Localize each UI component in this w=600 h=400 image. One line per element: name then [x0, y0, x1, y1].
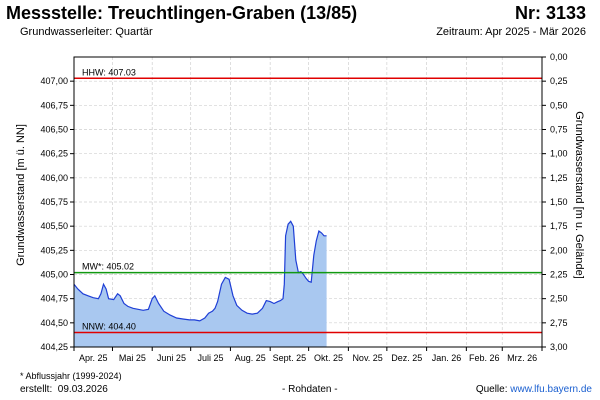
- y-tick-label: 405,75: [40, 197, 68, 207]
- y-right-tick-label: 0,50: [550, 100, 568, 110]
- hhw-label: HHW: 407.03: [82, 67, 136, 77]
- created-info: erstellt: 09.03.2026: [20, 384, 108, 395]
- y-right-tick-label: 2,75: [550, 318, 568, 328]
- source-label: Quelle:: [475, 384, 508, 395]
- series-line: [73, 220, 327, 322]
- y-axis-left-ticks: 404,25 404,50 404,75 405,00 405,25 405,50 405,…: [40, 76, 74, 352]
- y-right-tick-label: 0,75: [550, 125, 568, 135]
- chart-area-layer: [73, 220, 327, 347]
- footnote: * Abflussjahr (1999-2024): [20, 371, 122, 381]
- y-right-tick-label: 1,25: [550, 173, 568, 183]
- y-tick-label: 404,50: [40, 318, 68, 328]
- created-label: erstellt:: [20, 384, 53, 395]
- y-tick-label: 406,75: [40, 100, 68, 110]
- source-info: Quelle: www.lfu.bayern.de: [476, 384, 592, 395]
- series-area: [74, 221, 327, 347]
- y-right-tick-label: 1,00: [550, 149, 568, 159]
- y-right-tick-label: 0,00: [550, 52, 568, 62]
- created-date: 09.03.2026: [57, 384, 108, 395]
- x-tick-label: Juni 25: [157, 353, 186, 363]
- y-right-tick-label: 2,50: [550, 294, 568, 304]
- y-right-tick-label: 3,00: [550, 342, 568, 352]
- x-axis-ticks: Apr. 25 Mai 25 Juni 25 Juli 25 Aug. 25 Sept. …: [73, 347, 543, 363]
- reference-lines: HHW: 407.03 MW*: 405.02 NNW: 404.40: [74, 67, 542, 334]
- x-tick-label: Mai 25: [119, 353, 146, 363]
- y-tick-label: 404,25: [40, 342, 68, 352]
- y-right-tick-label: 1,75: [550, 221, 568, 231]
- y-right-tick-label: 2,25: [550, 270, 568, 280]
- y-tick-label: 404,75: [40, 294, 68, 304]
- y-axis-left-title: Grundwasserstand [m ü. NN]: [15, 124, 27, 266]
- y-right-tick-label: 2,00: [550, 245, 568, 255]
- x-tick-label: Sept. 25: [273, 353, 307, 363]
- y-tick-label: 405,25: [40, 245, 68, 255]
- x-tick-label: Apr. 25: [79, 353, 108, 363]
- x-tick-label: Feb. 26: [469, 353, 500, 363]
- y-right-tick-label: 1,50: [550, 197, 568, 207]
- y-tick-label: 406,00: [40, 173, 68, 183]
- x-tick-label: Mrz. 26: [507, 353, 537, 363]
- x-tick-label: Dez. 25: [391, 353, 422, 363]
- chart-grid: [74, 57, 542, 348]
- y-tick-label: 405,50: [40, 221, 68, 231]
- y-tick-label: 407,00: [40, 76, 68, 86]
- rawdata-label: - Rohdaten -: [282, 384, 338, 395]
- mw-label: MW*: 405.02: [82, 262, 134, 272]
- y-right-tick-label: 0,25: [550, 76, 568, 86]
- x-tick-label: Juli 25: [198, 353, 224, 363]
- nnw-label: NNW: 404.40: [82, 322, 136, 332]
- source-link[interactable]: www.lfu.bayern.de: [510, 384, 592, 395]
- y-tick-label: 406,25: [40, 149, 68, 159]
- period-label: Zeitraum: Apr 2025 - Mär 2026: [436, 26, 586, 38]
- station-number: Nr: 3133: [514, 3, 586, 23]
- y-tick-label: 406,50: [40, 125, 68, 135]
- y-axis-right-title: Grundwasserstand [m u. Gelände]: [573, 111, 585, 279]
- x-tick-label: Jan. 26: [432, 353, 462, 363]
- x-tick-label: Nov. 25: [352, 353, 382, 363]
- x-tick-label: Okt. 25: [314, 353, 343, 363]
- aquifer-subtitle: Grundwasserleiter: Quartär: [20, 26, 153, 38]
- x-tick-label: Aug. 25: [235, 353, 266, 363]
- page-title: Messstelle: Treuchtlingen-Graben (13/85): [6, 3, 358, 23]
- y-axis-right-ticks: 3,00 2,75 2,50 2,25 2,00 1,75 1,50 1,25 1,00 0,75…: [542, 52, 568, 352]
- y-tick-label: 405,00: [40, 270, 68, 280]
